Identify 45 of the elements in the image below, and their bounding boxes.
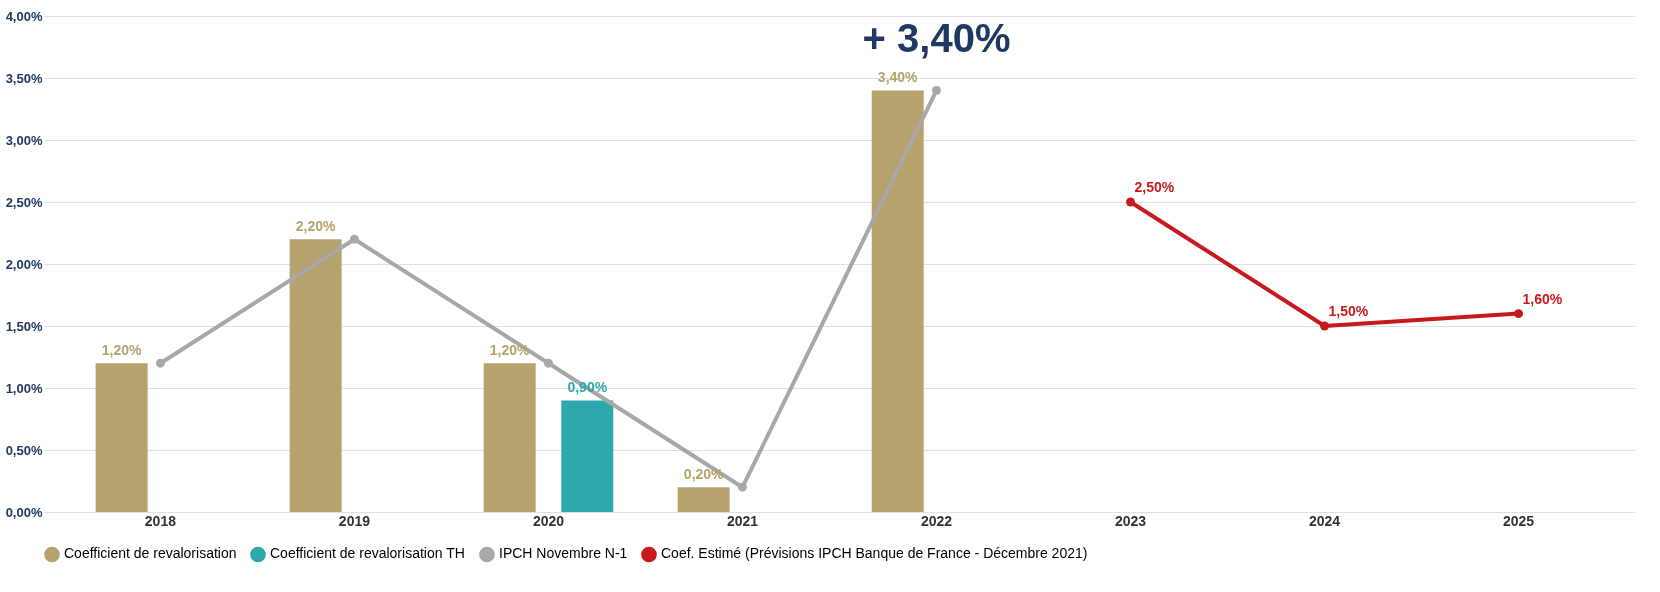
legend-label: Coefficient de revalorisation <box>64 545 237 562</box>
point <box>349 234 359 244</box>
bar <box>871 90 924 512</box>
x-tick-label: 2018 <box>144 512 177 529</box>
y-tick-label: 3,00% <box>5 132 43 148</box>
data-label: 1,20% <box>489 342 531 359</box>
y-tick-label: 0,50% <box>5 442 43 458</box>
x-tick-label: 2023 <box>1114 512 1147 529</box>
y-tick-label: 3,50% <box>5 70 43 86</box>
x-tick-label: 2025 <box>1503 512 1535 529</box>
x-tick-label: 2024 <box>1308 512 1341 529</box>
data-label: 1,50% <box>1328 303 1369 319</box>
point <box>543 358 553 368</box>
data-label: 0,90% <box>567 379 608 396</box>
data-label: 2,50% <box>1134 179 1175 195</box>
y-tick-label: 4,00% <box>5 8 43 24</box>
legend-label: IPCH Novembre N-1 <box>499 545 628 562</box>
y-tick-label: 0,00% <box>5 504 43 520</box>
point <box>155 358 165 368</box>
y-tick-label: 1,00% <box>5 380 43 396</box>
x-tick-label: 2022 <box>920 512 953 529</box>
data-label: 3,40% <box>877 69 919 86</box>
data-label: 1,20% <box>101 342 143 359</box>
y-tick-label: 1,50% <box>5 318 43 334</box>
bar <box>95 363 148 512</box>
bar <box>483 363 536 512</box>
point <box>1126 197 1136 207</box>
y-tick-label: 2,00% <box>5 256 43 272</box>
legend-label: Coefficient de revalorisation TH <box>270 545 465 562</box>
annotation: + 3,40% <box>862 16 1011 61</box>
point <box>932 85 941 95</box>
bar <box>561 400 614 512</box>
bar <box>289 239 342 512</box>
point <box>1514 309 1524 319</box>
bar <box>677 487 730 512</box>
x-tick-label: 2021 <box>726 512 759 529</box>
legend-label: Coef. Estimé (Prévisions IPCH Banque de France - Décembre 2021) <box>661 545 1088 562</box>
y-tick-label: 2,50% <box>5 194 43 210</box>
x-tick-label: 2019 <box>338 512 371 529</box>
point <box>1320 321 1330 331</box>
point <box>738 482 747 492</box>
data-label: 2,20% <box>295 218 337 235</box>
x-tick-label: 2020 <box>532 512 565 529</box>
data-label: 0,20% <box>683 466 725 483</box>
data-label: 1,60% <box>1522 290 1563 307</box>
